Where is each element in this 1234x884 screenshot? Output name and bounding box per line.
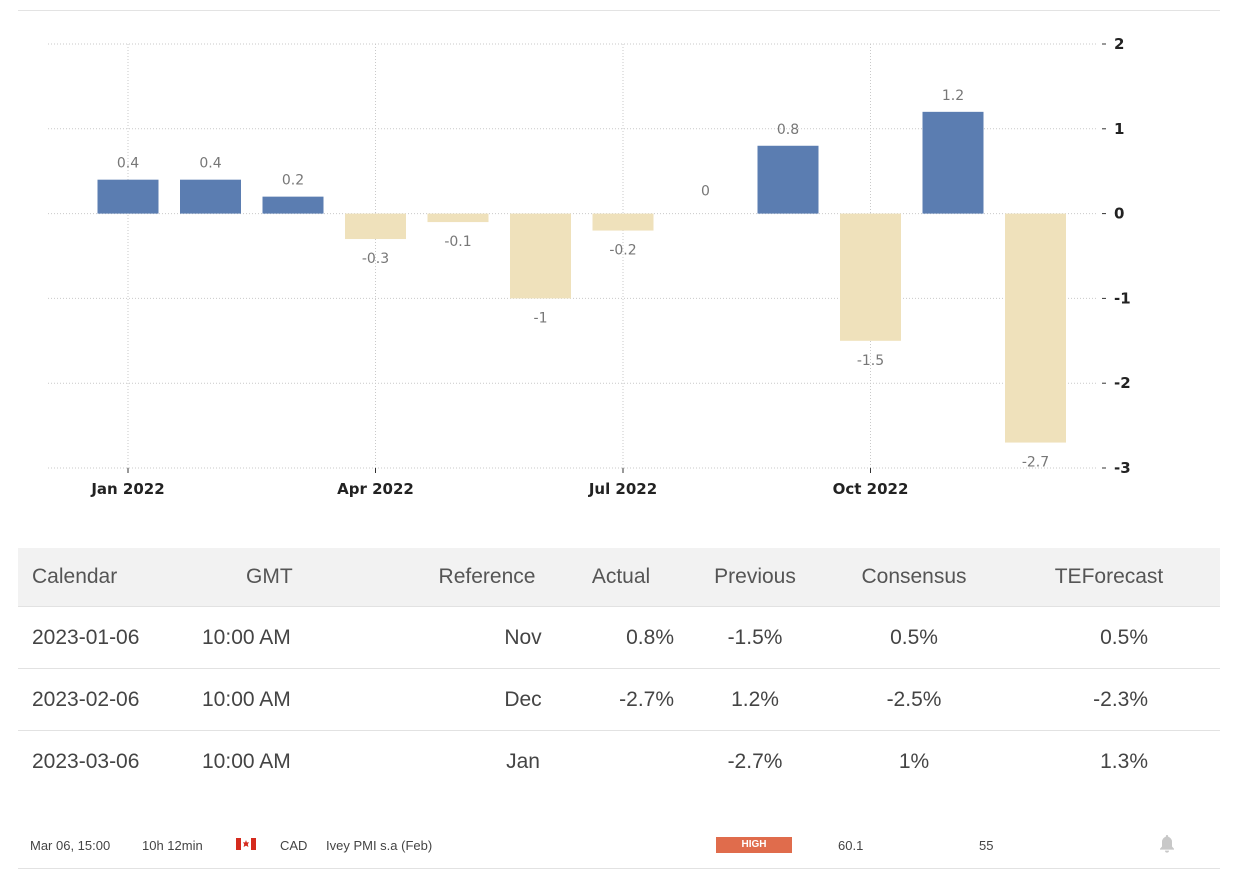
table-row: 2023-02-06 10:00 AM Dec -2.7% 1.2% -2.5%… <box>18 668 1220 731</box>
cell-previous: -2.7% <box>727 749 783 773</box>
canada-flag-icon <box>236 838 256 850</box>
cell-consensus: 0.5% <box>830 606 998 669</box>
col-calendar[interactable]: Calendar <box>18 548 188 607</box>
vertical-gridlines <box>127 44 871 468</box>
calendar-table: Calendar GMT Reference Actual Previous C… <box>18 548 1220 792</box>
bar <box>180 179 241 214</box>
col-previous[interactable]: Previous <box>680 548 830 607</box>
cell-reference: Jan <box>506 749 540 773</box>
x-tick-label: Oct 2022 <box>833 480 909 498</box>
col-actual[interactable]: Actual <box>562 548 680 607</box>
cell-reference: Dec <box>412 668 562 731</box>
cell-previous: -1.5% <box>680 606 830 669</box>
bar-value-label: 0.2 <box>282 173 304 189</box>
cell-actual <box>562 731 680 793</box>
bar <box>840 213 901 341</box>
top-divider <box>18 10 1220 11</box>
bar <box>922 111 984 214</box>
cell-teforecast: 1.3% <box>1100 749 1148 773</box>
event-value-2: 55 <box>979 838 994 853</box>
bar <box>1005 213 1066 443</box>
event-title[interactable]: Ivey PMI s.a (Feb) <box>326 838 433 853</box>
y-tick-label: -3 <box>1114 459 1131 477</box>
y-tick-label: 1 <box>1114 120 1124 138</box>
cell-gmt: 10:00 AM <box>188 668 412 731</box>
cell-consensus: 1% <box>898 749 930 773</box>
y-tick-label: 0 <box>1114 205 1124 223</box>
cell-consensus: -2.5% <box>830 668 998 731</box>
bar-value-label: -1 <box>534 310 548 326</box>
bar <box>345 213 406 240</box>
bar <box>262 196 324 214</box>
bar-value-label: 0 <box>701 184 710 200</box>
event-currency[interactable]: CAD <box>280 838 308 853</box>
col-reference[interactable]: Reference <box>412 548 562 607</box>
bar-value-label: -1.5 <box>857 353 884 369</box>
bell-icon[interactable] <box>1159 834 1175 854</box>
cell-gmt: 10:00 AM <box>202 749 291 773</box>
bar <box>757 145 819 214</box>
calendar-header-row: Calendar GMT Reference Actual Previous C… <box>18 548 1220 607</box>
table-row: 2023-01-06 10:00 AM Nov 0.8% -1.5% 0.5% … <box>18 606 1220 669</box>
cell-teforecast: -2.3% <box>998 668 1220 731</box>
col-consensus[interactable]: Consensus <box>830 548 998 607</box>
bar-value-label: 1.2 <box>942 88 964 104</box>
x-tick-label: Apr 2022 <box>337 480 414 498</box>
bar-value-label: -2.7 <box>1022 455 1049 471</box>
cell-calendar: 2023-02-06 <box>18 668 188 731</box>
x-tick-label: Jul 2022 <box>588 480 657 498</box>
event-date: Mar 06, 15:00 <box>30 838 111 853</box>
horizontal-gridlines <box>48 43 1096 469</box>
cell-actual: -2.7% <box>562 668 680 731</box>
importance-badge: HIGH <box>716 837 792 853</box>
x-tick-label: Jan 2022 <box>90 480 164 498</box>
col-gmt[interactable]: GMT <box>188 548 412 607</box>
bar <box>510 213 571 299</box>
x-axis: Jan 2022 Apr 2022 Jul 2022 Oct 2022 <box>90 468 908 498</box>
upcoming-event-row[interactable]: Mar 06, 15:00 10h 12min CAD Ivey PMI s.a… <box>18 822 1220 869</box>
y-tick-label: 2 <box>1114 35 1124 53</box>
cell-calendar: 2023-01-06 <box>18 606 188 669</box>
bar-value-label: 0.4 <box>199 156 221 172</box>
bar-value-label: 0.8 <box>777 122 799 138</box>
y-tick-label: -2 <box>1114 374 1131 392</box>
cell-gmt: 10:00 AM <box>188 606 412 669</box>
event-countdown: 10h 12min <box>142 838 203 853</box>
col-teforecast[interactable]: TEForecast <box>998 548 1220 607</box>
bar <box>592 213 654 231</box>
cell-reference: Nov <box>412 606 562 669</box>
bar-series <box>97 111 1066 443</box>
table-row: 2023-03-06 10:00 AM Jan -2.7% 1% 1.3% <box>18 731 1220 793</box>
cell-teforecast: 0.5% <box>998 606 1220 669</box>
bar-value-label: -0.2 <box>609 243 636 259</box>
cell-previous: 1.2% <box>680 668 830 731</box>
bar <box>427 213 489 223</box>
y-axis: 2 1 0 -1 -2 -3 <box>1102 35 1131 477</box>
y-tick-label: -1 <box>1114 289 1131 307</box>
bar-value-label: -0.1 <box>444 234 471 250</box>
bar-chart: 0.4 0.4 0.2 -0.3 -0.1 -1 -0.2 0 0.8 -1.5 1.2 -2.7 2… <box>48 35 1131 498</box>
bar <box>97 179 159 214</box>
bar-value-label: -0.3 <box>362 251 389 267</box>
bar-data-labels: 0.4 0.4 0.2 -0.3 -0.1 -1 -0.2 0 0.8 -1.5 1.2 -2.7 <box>117 88 1049 471</box>
bar-value-label: 0.4 <box>117 156 139 172</box>
cell-calendar: 2023-03-06 <box>32 749 140 773</box>
cell-actual: 0.8% <box>562 606 680 669</box>
event-value-1: 60.1 <box>838 838 864 853</box>
